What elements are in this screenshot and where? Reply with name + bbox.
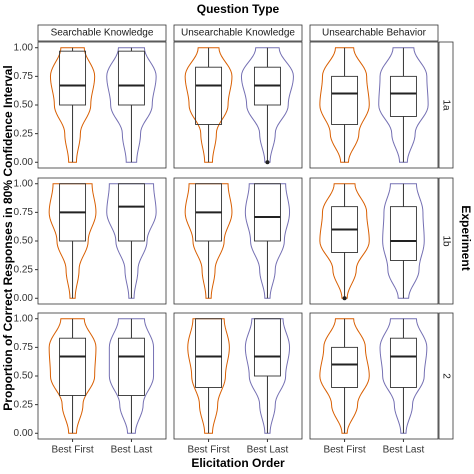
box xyxy=(331,346,359,388)
chart-title: Question Type xyxy=(197,2,280,16)
x-tick-label: Best Last xyxy=(247,445,289,456)
facet-label: Unsearchable Behavior xyxy=(322,28,427,39)
outlier xyxy=(265,160,270,165)
violin xyxy=(319,47,370,163)
box xyxy=(59,337,87,396)
violin xyxy=(379,318,428,434)
row-strip xyxy=(438,177,454,305)
violin xyxy=(382,183,425,299)
y-tick-label: 0.50 xyxy=(14,236,34,247)
box xyxy=(117,183,145,242)
y-tick-label: 1.00 xyxy=(14,42,34,53)
x-tick-label: Best Last xyxy=(383,445,425,456)
row-strip xyxy=(438,312,454,440)
x-tick-label: Best First xyxy=(51,445,93,456)
violin xyxy=(378,47,429,163)
violin xyxy=(48,318,97,434)
x-tick-label: Best First xyxy=(187,445,229,456)
box xyxy=(117,337,145,396)
violin xyxy=(244,183,291,299)
violin xyxy=(184,183,233,299)
y-tick-label: 1.00 xyxy=(14,178,34,189)
outlier xyxy=(342,296,347,301)
box xyxy=(389,206,417,261)
x-tick-label: Best Last xyxy=(111,445,153,456)
violin xyxy=(319,183,370,299)
facet-label: Unsearchable Knowledge xyxy=(181,28,295,39)
violin xyxy=(48,183,97,299)
y-tick-label: 0.00 xyxy=(14,428,34,439)
y-tick-label: 0.25 xyxy=(14,264,34,275)
box xyxy=(59,50,87,106)
row-label: 2 xyxy=(440,373,451,379)
box xyxy=(389,337,417,388)
box xyxy=(331,75,359,125)
violin xyxy=(184,47,233,163)
violin xyxy=(108,318,155,434)
panel xyxy=(37,41,167,169)
y-tick-label: 0.00 xyxy=(14,293,34,304)
y-tick-label: 0.50 xyxy=(14,100,34,111)
row-label: 1b xyxy=(440,235,451,247)
panel xyxy=(309,312,439,440)
y-tick-label: 0.25 xyxy=(14,399,34,410)
violin xyxy=(106,47,157,163)
y-tick-label: 1.00 xyxy=(14,313,34,324)
row-strip xyxy=(438,41,454,169)
row-title: Experiment xyxy=(459,205,473,270)
violin xyxy=(240,47,294,163)
y-axis-label: Proportion of Correct Responses in 80% C… xyxy=(1,65,15,410)
y-tick-label: 0.25 xyxy=(14,128,34,139)
panel xyxy=(37,312,167,440)
facet-strip xyxy=(173,24,303,42)
y-tick-label: 0.75 xyxy=(14,342,34,353)
violin xyxy=(106,183,157,299)
box xyxy=(389,75,417,117)
y-tick-label: 0.75 xyxy=(14,207,34,218)
violin xyxy=(319,318,370,434)
box xyxy=(195,66,223,125)
violin xyxy=(49,47,96,163)
box xyxy=(253,183,281,242)
box xyxy=(117,50,145,106)
box xyxy=(253,318,281,377)
facet-label: Searchable Knowledge xyxy=(51,28,154,39)
y-tick-label: 0.00 xyxy=(14,157,34,168)
violin xyxy=(187,318,230,434)
x-tick-label: Best First xyxy=(323,445,365,456)
violin xyxy=(244,318,291,434)
row-label: 1a xyxy=(440,99,451,111)
y-tick-label: 0.50 xyxy=(14,371,34,382)
facet-strip xyxy=(37,24,167,42)
panel xyxy=(173,312,303,440)
box xyxy=(195,318,223,388)
x-axis-label: Elicitation Order xyxy=(191,456,285,470)
y-tick-label: 0.75 xyxy=(14,71,34,82)
facet-strip xyxy=(309,24,439,42)
panel xyxy=(173,41,303,169)
